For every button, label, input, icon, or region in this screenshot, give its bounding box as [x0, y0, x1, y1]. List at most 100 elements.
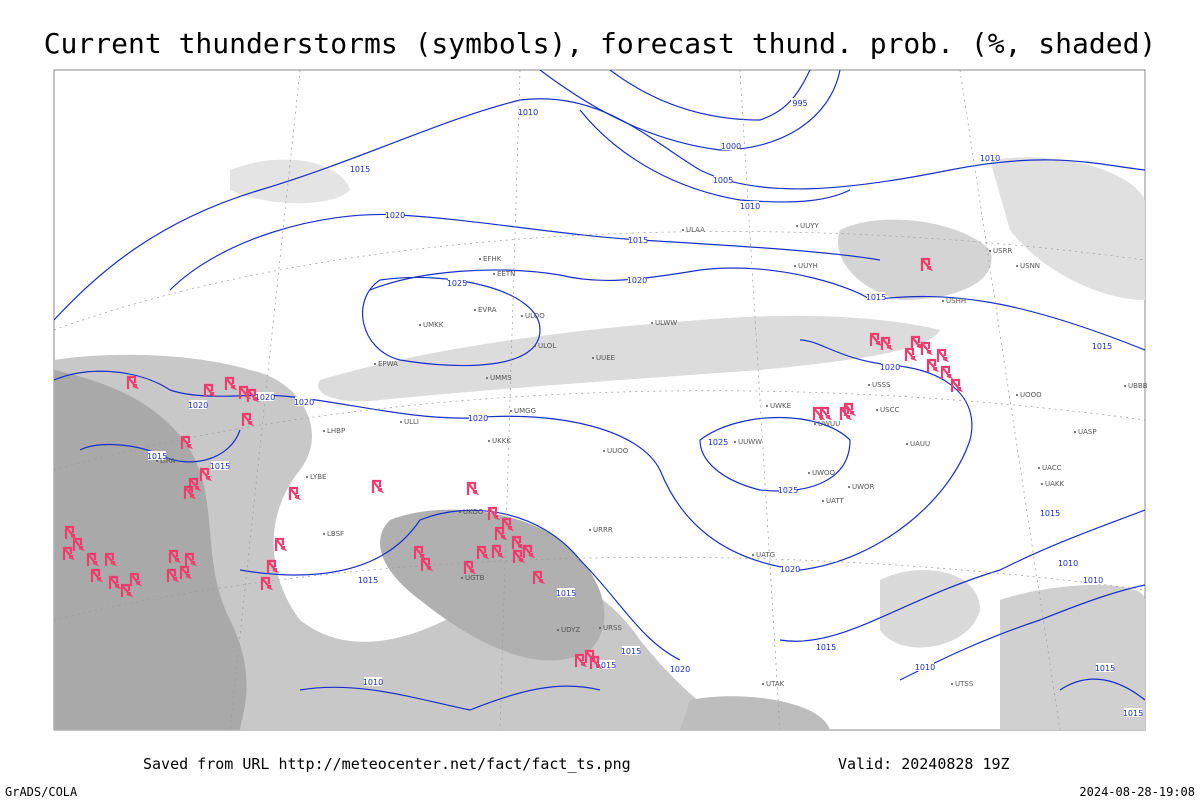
station-dot: [808, 472, 810, 474]
isobar-label-bg: [671, 664, 689, 673]
thunderstorm-symbol: [224, 376, 238, 391]
isobar-label: 1025: [447, 279, 467, 288]
isobar-label: 1015: [1092, 342, 1112, 351]
thunderstorm-symbol: [589, 655, 603, 670]
station-dot: [794, 265, 796, 267]
isobar-label: 1020: [627, 276, 647, 285]
station-code: UWKE: [770, 402, 791, 410]
station-code: URSS: [603, 624, 622, 632]
station-code: ULLI: [404, 418, 419, 426]
station-code: UUOO: [607, 447, 629, 455]
isobar-label: 1015: [596, 661, 616, 670]
isobar-label-bg: [469, 413, 487, 422]
station-dot: [796, 225, 798, 227]
isobar: [699, 416, 851, 492]
isobar: [899, 584, 1145, 681]
station-dot: [599, 627, 601, 629]
station-dot: [479, 258, 481, 260]
thunderstorm-symbol: [260, 576, 274, 591]
isobar-label-bg: [881, 362, 899, 371]
isobar-label: 1010: [740, 202, 760, 211]
isobar-label-bg: [1096, 663, 1114, 672]
thunderstorm-symbol: [120, 583, 134, 598]
thunderstorm-symbol: [90, 568, 104, 583]
isobar-label: 1015: [556, 589, 576, 598]
isobar-label-bg: [189, 400, 207, 409]
station-code: UTSS: [955, 680, 974, 688]
station-code: UUWW: [738, 438, 762, 446]
isobar-label-bg: [364, 677, 382, 686]
station-code: LBSF: [327, 530, 344, 538]
station-code: UATG: [756, 551, 775, 559]
station-dot: [734, 441, 736, 443]
station-dot: [374, 363, 376, 365]
isobar-label: 1020: [294, 398, 314, 407]
isobar-label: 1015: [350, 165, 370, 174]
station-code: UTAK: [766, 680, 785, 688]
station-dot: [419, 324, 421, 326]
isobar-label-bg: [211, 461, 229, 470]
station-code: ULOL: [538, 342, 556, 350]
isobar-label-bg: [791, 98, 809, 107]
thunderstorm-symbol: [501, 517, 515, 532]
thunderstorm-symbol: [371, 479, 385, 494]
thunderstorm-symbol: [880, 336, 894, 351]
station-dot: [651, 322, 653, 324]
labels: 995 1000 1005 1010 1010 1015 1020 1015 1020 1025 1…: [147, 98, 1148, 718]
station-code: UAKK: [1045, 480, 1065, 488]
isobar: [259, 339, 973, 571]
thunderstorm-symbol: [920, 341, 934, 356]
station-dot: [323, 533, 325, 535]
isobar-label: 1015: [621, 647, 641, 656]
isobar-label: 1020: [670, 665, 690, 674]
isobar-label-bg: [867, 292, 885, 301]
isobar-label: 1015: [147, 452, 167, 461]
isobar-label-bg: [1084, 575, 1102, 584]
thunderstorm-symbol: [532, 570, 546, 585]
station-dot: [1124, 385, 1126, 387]
station-dot: [814, 423, 816, 425]
station-code: UUEE: [596, 354, 615, 362]
station-code: USCC: [880, 406, 899, 414]
thunderstorm-symbol: [62, 546, 76, 561]
station-dot: [323, 430, 325, 432]
isobar: [369, 267, 1145, 351]
thunderstorm-symbol: [64, 525, 78, 540]
thunderstorm-symbol: [512, 549, 526, 564]
isobar-label: 1025: [708, 438, 728, 447]
isobar: [779, 509, 1145, 642]
station-code: ULAA: [686, 226, 705, 234]
thunderstorm-symbol: [188, 477, 202, 492]
isobar-label-bg: [148, 451, 166, 460]
isobar-label: 1015: [210, 462, 230, 471]
isobar: [579, 109, 851, 203]
valid-time: Valid: 20240828 19Z: [838, 755, 1010, 773]
parallel: [54, 390, 1145, 471]
isobar-label: 1020: [468, 414, 488, 423]
isobar-label-bg: [1093, 341, 1111, 350]
thunderstorm-symbol: [487, 506, 501, 521]
isobar-label: 1010: [980, 154, 1000, 163]
station-dot: [592, 357, 594, 359]
station-dot: [766, 405, 768, 407]
meridian: [499, 70, 521, 730]
station-dot: [488, 440, 490, 442]
station-code: USNN: [1020, 262, 1040, 270]
isobar-label-bg: [779, 485, 797, 494]
station-dot: [1016, 394, 1018, 396]
thunderstorm-symbol: [476, 545, 490, 560]
station-code: UMKK: [423, 321, 444, 329]
station-dot: [306, 476, 308, 478]
thunderstorm-symbol: [166, 568, 180, 583]
thunderstorm-symbol: [522, 544, 536, 559]
station-code: UKKK: [492, 437, 511, 445]
meridian: [739, 70, 781, 730]
station-code: UKOO: [463, 508, 484, 516]
isobar-label-bg: [628, 275, 646, 284]
isobar-label: 1015: [628, 236, 648, 245]
shading: [318, 315, 940, 402]
isobar-label-bg: [351, 164, 369, 173]
thunderstorm-symbol: [491, 544, 505, 559]
isobar-label-bg: [709, 437, 727, 446]
